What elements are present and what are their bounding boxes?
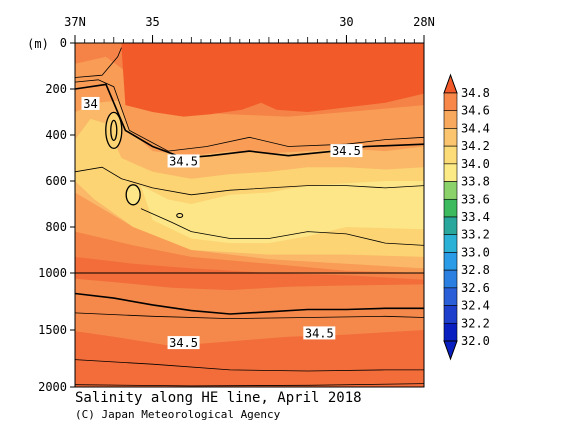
contour-label-bg-1 xyxy=(167,154,200,168)
colorbar-swatch-11 xyxy=(443,287,458,306)
y-axis-label: (m) xyxy=(27,37,49,51)
eddy-contour-2 xyxy=(110,119,118,142)
y-tick-label-4: 800 xyxy=(45,220,67,234)
contour-line-2 xyxy=(74,166,425,196)
colorbar-swatch-2 xyxy=(443,128,458,147)
contour-label-1: 34.5 xyxy=(169,154,198,168)
colorbar-swatch-7 xyxy=(443,216,458,236)
colorbar-label-2: 34.4 xyxy=(461,121,490,135)
y-tick-label-1: 200 xyxy=(45,82,67,96)
x-tick-label-0: 37N xyxy=(64,15,86,29)
colorbar-swatch-0 xyxy=(443,92,458,112)
colorbar-label-8: 33.2 xyxy=(461,228,490,242)
colorbar-bottom-arrow xyxy=(443,340,458,361)
layer-34.8-band xyxy=(121,43,424,117)
chart-title: Salinity along HE line, April 2018 xyxy=(75,390,362,406)
colorbar-swatch-9 xyxy=(443,252,458,271)
layer-33.8-band xyxy=(140,181,424,244)
y-tick-label-5: 1000 xyxy=(38,266,67,280)
colorbar-label-5: 33.8 xyxy=(461,175,490,189)
x-tick-label-3: 28N xyxy=(413,15,435,29)
colorbar-swatch-8 xyxy=(443,234,458,253)
x-tick-label-2: 30 xyxy=(339,15,353,29)
colorbar-swatch-5 xyxy=(443,181,458,200)
eddy-contour-4 xyxy=(176,213,184,218)
colorbar-swatch-13 xyxy=(443,322,458,342)
contour-label-0: 34 xyxy=(83,97,97,111)
eddy-contour-3 xyxy=(125,184,141,206)
colorbar-label-7: 33.4 xyxy=(461,210,490,224)
contour-line-1 xyxy=(74,79,425,152)
colorbar-label-10: 32.8 xyxy=(461,263,490,277)
colorbar-swatch-10 xyxy=(443,269,458,289)
contour-34.5-deep xyxy=(74,292,424,315)
contour-label-4: 34.5 xyxy=(305,326,334,340)
y-tick-label-2: 400 xyxy=(45,128,67,142)
colorbar-swatch-6 xyxy=(443,198,458,218)
contour-line-3 xyxy=(140,208,425,246)
contour-line-0 xyxy=(74,47,122,78)
colorbar-label-4: 34.0 xyxy=(461,157,490,171)
contour-line-4 xyxy=(74,312,425,320)
colorbar-label-1: 34.6 xyxy=(461,104,490,118)
colorbar-label-13: 32.2 xyxy=(461,316,490,330)
eddy-contour-1 xyxy=(105,111,123,150)
colorbar-swatch-3 xyxy=(443,145,458,165)
colorbar-top-arrow xyxy=(443,73,458,94)
colorbar-label-14: 32.0 xyxy=(461,334,490,348)
colorbar-swatch-1 xyxy=(443,110,458,129)
contour-line-6 xyxy=(74,383,425,387)
y-tick-label-7: 2000 xyxy=(38,380,67,394)
contour-label-bg-3 xyxy=(167,336,200,350)
contour-label-2: 34.5 xyxy=(332,144,361,158)
contour-line-5 xyxy=(74,359,424,372)
contour-label-3: 34.5 xyxy=(169,336,198,350)
x-tick-label-1: 35 xyxy=(145,15,159,29)
y-tick-label-0: 0 xyxy=(60,36,67,50)
colorbar-label-3: 34.2 xyxy=(461,139,490,153)
contour-label-bg-0 xyxy=(81,96,100,110)
contour-label-bg-4 xyxy=(303,326,336,340)
contour-label-bg-2 xyxy=(330,144,363,158)
colorbar-swatch-4 xyxy=(443,163,458,182)
colorbar-label-0: 34.8 xyxy=(461,86,490,100)
y-tick-label-6: 1500 xyxy=(38,323,67,337)
colorbar-label-12: 32.4 xyxy=(461,299,490,313)
colorbar-label-9: 33.0 xyxy=(461,245,490,259)
y-tick-label-3: 600 xyxy=(45,174,67,188)
colorbar-label-11: 32.6 xyxy=(461,281,490,295)
chart-credit: (C) Japan Meteorological Agency xyxy=(75,408,281,421)
colorbar-swatch-12 xyxy=(443,305,458,324)
colorbar-label-6: 33.6 xyxy=(461,192,490,206)
